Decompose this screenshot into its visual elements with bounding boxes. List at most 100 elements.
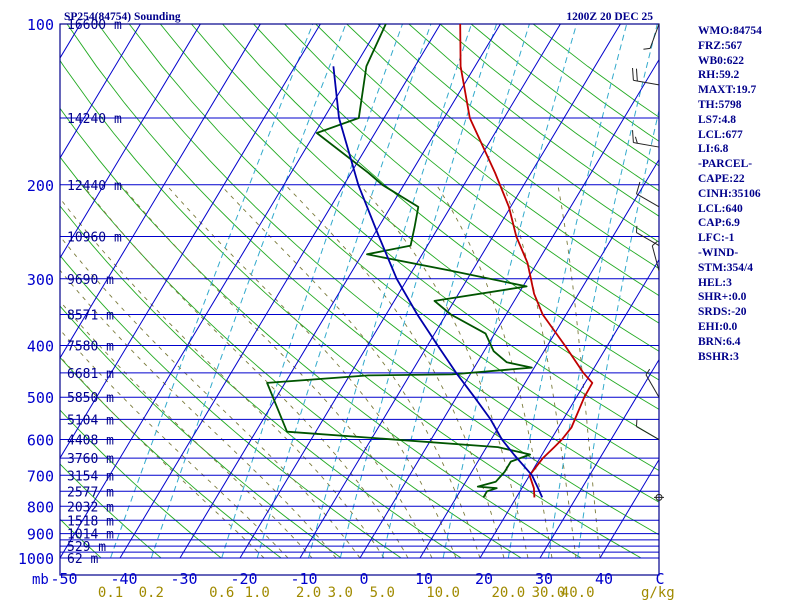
- index-line: LCL:640: [698, 202, 743, 215]
- temperature-profile: [459, 24, 594, 498]
- moist-adiabat: [220, 184, 481, 559]
- height-label: 3154 m: [67, 469, 114, 484]
- gkg-unit-label: g/kg: [641, 585, 675, 600]
- index-line: HEL:3: [698, 276, 732, 289]
- barb-flag: [636, 181, 641, 194]
- mixing-ratio-line: [110, 24, 314, 559]
- sounding-profiles: [266, 24, 594, 498]
- isotherm-line: [179, 24, 501, 559]
- stability-indices-panel: WMO:84754 FRZ:567 WB0:622 RH:59.2 MAXT:19.7 T…: [698, 24, 762, 364]
- index-line: LFC:-1: [698, 232, 735, 245]
- index-line: LS7:4.8: [698, 113, 737, 126]
- mixing-ratio-label: 0.6: [209, 585, 234, 600]
- pressure-tick-label: 800: [27, 498, 54, 516]
- index-line: WMO:84754: [698, 25, 762, 37]
- moist-adiabat: [165, 184, 457, 559]
- mixing-ratio-label: 20.0: [491, 585, 525, 600]
- height-label: 10960 m: [67, 230, 122, 245]
- barb-staff: [633, 79, 660, 86]
- pressure-tick-label: 900: [27, 526, 54, 544]
- index-line: SRDS:-20: [698, 306, 747, 319]
- mixing-ratio-line: [221, 24, 403, 559]
- index-line: -WIND-: [698, 246, 739, 259]
- barb-flag: [651, 240, 658, 247]
- moist-adiabat: [60, 300, 313, 559]
- temperature-tick-label: C: [655, 570, 664, 588]
- isotherm-line: [60, 24, 261, 359]
- isotherm-line: [60, 24, 321, 459]
- wind-barb: [654, 493, 664, 501]
- isotherm-line: [359, 58, 659, 559]
- pressure-tick-label: 200: [27, 177, 54, 195]
- pressure-tick-label: 100: [27, 16, 54, 34]
- plot-frame: [59, 23, 660, 576]
- pressure-tick-label: 600: [27, 432, 54, 450]
- isotherm-line: [299, 24, 621, 559]
- barb-staff: [636, 426, 660, 440]
- wind-barb: [645, 368, 660, 398]
- wind-barb: [651, 240, 660, 272]
- mixing-ratio-label: 1.0: [245, 585, 270, 600]
- temperature-tick-label: -40: [110, 570, 137, 588]
- moist-adiabat: [60, 329, 289, 559]
- dewpoint-profile: [266, 24, 533, 498]
- mixing-ratio-line: [339, 24, 497, 559]
- index-line: RH:59.2: [698, 69, 740, 82]
- mixing-ratio-label: 3.0: [328, 585, 353, 600]
- parcel-profile: [332, 66, 544, 498]
- barb-staff: [651, 245, 660, 272]
- moist-adiabat: [120, 184, 433, 559]
- station-title: SP254(84754) Sounding: [64, 11, 181, 23]
- height-label: 6681 m: [67, 367, 114, 382]
- index-line: LCL:677: [698, 128, 743, 141]
- height-label: 8571 m: [67, 309, 114, 324]
- barb-staff: [649, 23, 660, 49]
- pressure-tick-label: 1000: [18, 550, 54, 568]
- wind-barbs: [632, 23, 664, 501]
- height-label: 1014 m: [67, 528, 114, 543]
- isotherm-line: [60, 24, 141, 159]
- temperature-axis: -50 -40 -30 -20 -10 0 10 20 30 40 C: [50, 570, 664, 588]
- height-label: 529 m: [67, 540, 106, 555]
- mixing-ratio-line: [577, 108, 659, 559]
- wind-barb: [636, 181, 660, 208]
- height-label: 5850 m: [67, 391, 114, 406]
- pressure-tick-label: 300: [27, 271, 54, 289]
- barb-flag: [634, 136, 638, 144]
- wind-barb: [643, 23, 660, 50]
- height-label: 9690 m: [67, 273, 114, 288]
- index-line: CAP:6.9: [698, 217, 740, 230]
- height-label: 16600 m: [67, 18, 122, 33]
- mixing-ratio-label: 10.0: [426, 585, 460, 600]
- temperature-tick-label: -50: [50, 570, 77, 588]
- index-line: LI:6.8: [698, 143, 729, 156]
- mixing-ratio-lines: [110, 24, 659, 559]
- height-label: 14240 m: [67, 112, 122, 127]
- isotherm-line: [239, 24, 561, 559]
- temperature-tick-label: 0: [359, 570, 368, 588]
- height-label: 12440 m: [67, 179, 122, 194]
- temperature-tick-label: 20: [475, 570, 493, 588]
- mixing-ratio-label: 0.1: [98, 585, 123, 600]
- wind-barb: [632, 130, 660, 148]
- mixing-ratio-label: 0.2: [139, 585, 164, 600]
- height-label: 1518 m: [67, 514, 114, 529]
- dry-adiabat: [97, 24, 659, 503]
- mixing-ratio-label: 40.0: [561, 585, 595, 600]
- isotherm-line: [0, 24, 20, 558]
- valid-time: 1200Z 20 DEC 25: [566, 11, 653, 23]
- barb-flag: [635, 68, 638, 82]
- temperature-tick-label: -10: [290, 570, 317, 588]
- mixing-ratio-line: [150, 24, 347, 559]
- index-line: EHI:0.0: [698, 320, 738, 333]
- moist-adiabat: [60, 235, 361, 559]
- index-line: STM:354/4: [698, 261, 753, 274]
- mixing-ratio-line: [256, 24, 432, 559]
- temperature-tick-label: 10: [415, 570, 433, 588]
- index-line: SHR+:0.0: [698, 291, 747, 304]
- temperature-tick-label: 30: [535, 570, 553, 588]
- index-line: FRZ:567: [698, 39, 743, 52]
- temperature-tick-label: -30: [170, 570, 197, 588]
- moist-adiabat: [557, 184, 601, 559]
- pressure-tick-label: 400: [27, 338, 54, 356]
